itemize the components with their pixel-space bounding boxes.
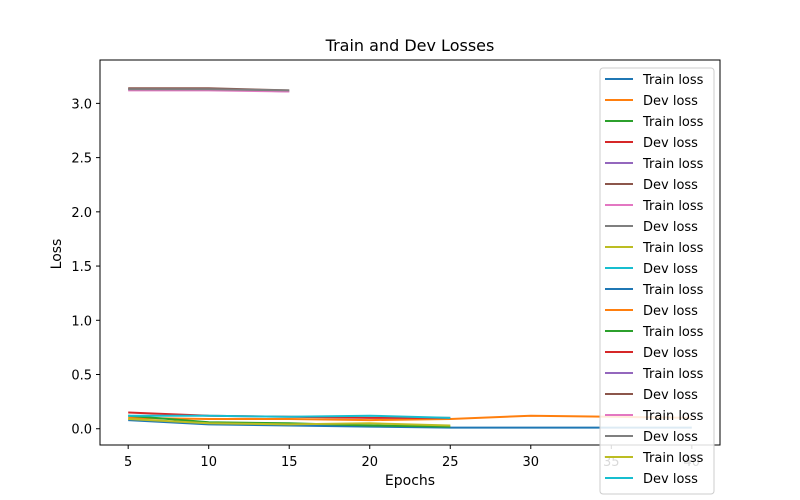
legend-entry: Dev loss (643, 136, 698, 151)
y-tick-label: 1.0 (71, 314, 92, 329)
x-axis-label: Epochs (385, 473, 435, 489)
legend-entry: Train loss (642, 199, 704, 214)
legend-box (599, 67, 715, 495)
y-tick-label: 1.5 (71, 260, 92, 275)
legend-entry: Train loss (642, 73, 704, 88)
x-tick-label: 30 (523, 455, 540, 470)
y-tick-label: 2.0 (71, 206, 92, 221)
series-line-9 (128, 418, 451, 427)
x-tick-label: 20 (361, 455, 378, 470)
series-line-3 (128, 414, 451, 428)
series-line-7 (128, 89, 290, 93)
x-tick-label: 15 (281, 455, 298, 470)
legend-entry: Dev loss (643, 94, 698, 109)
y-axis-label: Loss (49, 239, 65, 270)
legend-entry: Train loss (642, 367, 704, 382)
legend-entry: Train loss (642, 451, 704, 466)
x-tick-label: 25 (442, 455, 459, 470)
series-line-1 (128, 419, 692, 429)
legend-entry: Dev loss (643, 388, 698, 403)
x-tick-label: 5 (124, 455, 132, 470)
series-line-2 (128, 414, 692, 422)
legend-entry: Dev loss (643, 346, 698, 361)
y-tick-label: 0.0 (71, 423, 92, 438)
legend-entry: Train loss (642, 241, 704, 256)
legend-entry: Train loss (642, 115, 704, 130)
legend: Train loss Dev loss Train loss Dev loss Trai… (599, 67, 715, 495)
y-tick-label: 3.0 (71, 97, 92, 112)
legend-entry: Train loss (642, 157, 704, 172)
legend-entry: Train loss (642, 409, 704, 424)
legend-entry: Dev loss (643, 304, 698, 319)
axes-frame (99, 59, 721, 446)
legend-entry: Dev loss (643, 262, 698, 277)
legend-entry: Train loss (642, 283, 704, 298)
x-tick-label: 10 (200, 455, 217, 470)
series-line-8 (128, 88, 290, 92)
y-tick-label: 2.5 (71, 152, 92, 167)
legend-entry: Dev loss (643, 220, 698, 235)
series-lines (128, 87, 692, 429)
legend-entry: Dev loss (643, 430, 698, 445)
chart-title: Train and Dev Losses (325, 36, 495, 55)
series-line-10 (128, 414, 451, 419)
y-tick-label: 0.5 (71, 369, 92, 384)
legend-entry: Dev loss (643, 178, 698, 193)
legend-entry: Dev loss (643, 472, 698, 487)
legend-entry: Train loss (642, 325, 704, 340)
